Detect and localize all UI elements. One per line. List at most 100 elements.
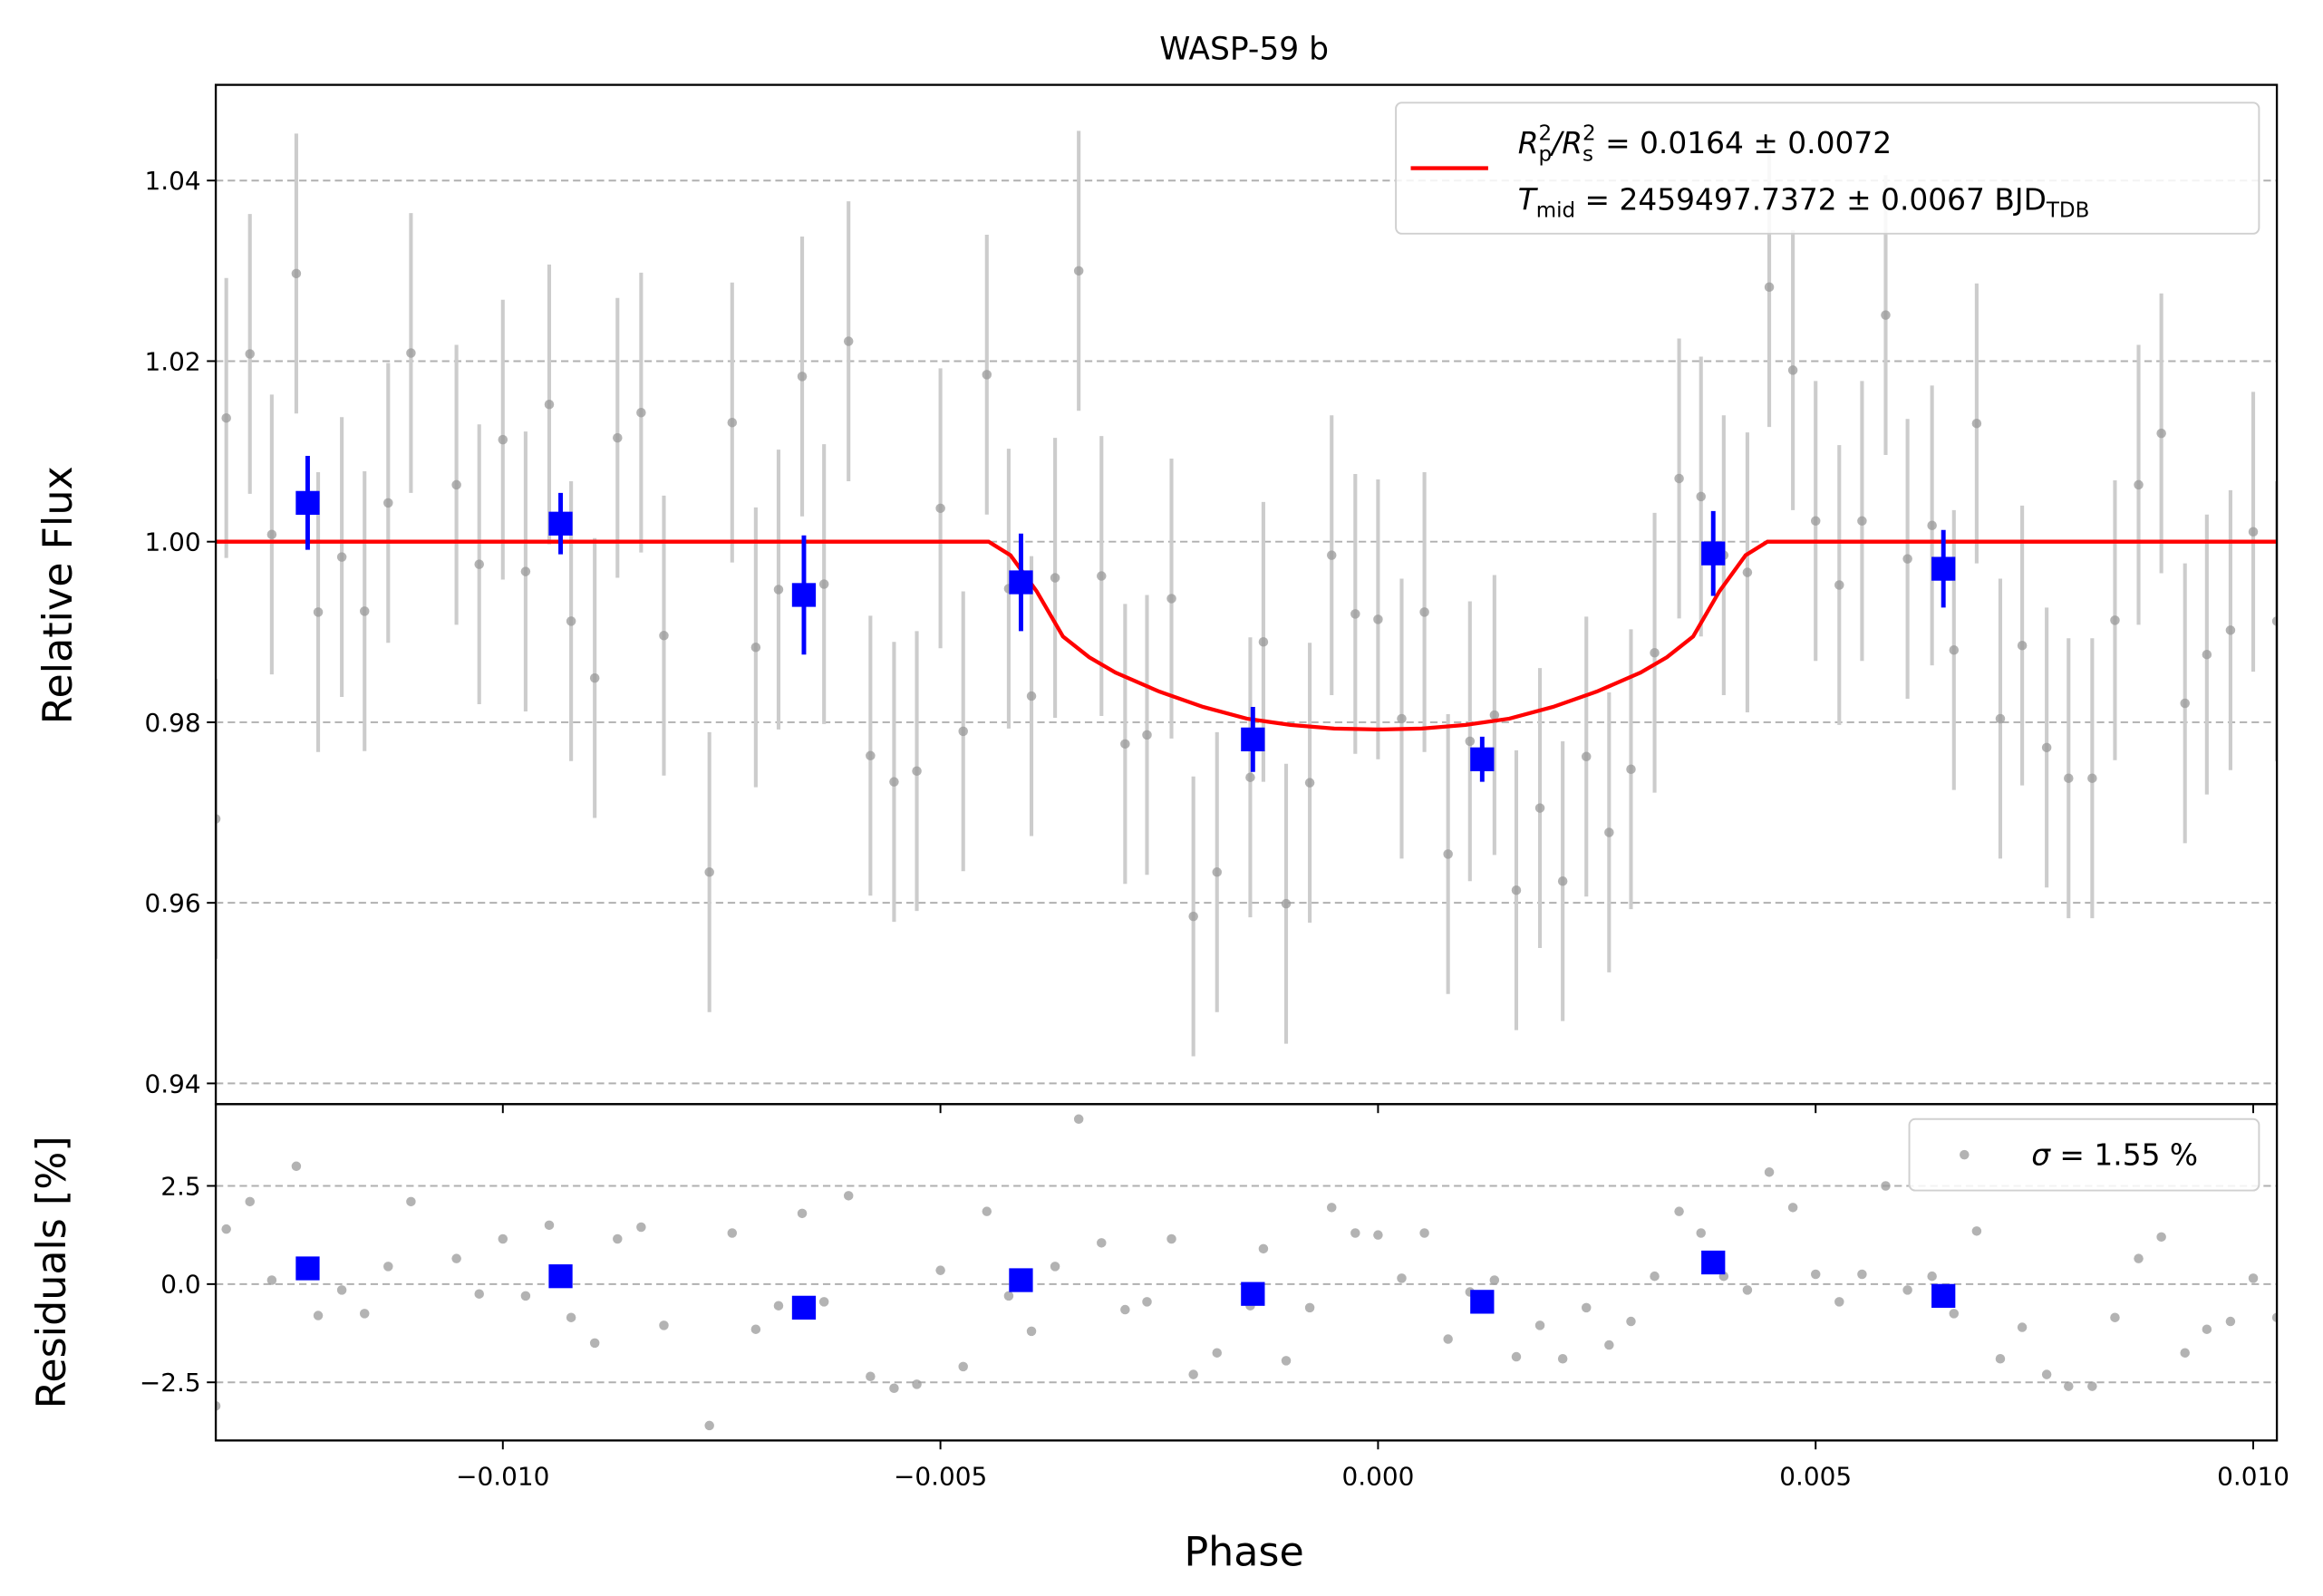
data-point [291,268,302,279]
data-point [982,370,992,380]
data-point [313,607,324,617]
binned-point [791,1295,817,1320]
data-point [1534,803,1545,813]
residual-point [1443,1334,1453,1344]
residual-point [2271,1312,2278,1322]
residual-point [1557,1353,1568,1364]
residual-point [1350,1228,1360,1238]
binned-point [1931,1283,1956,1308]
binned-point [548,511,573,536]
data-point [797,372,808,382]
residual-point [1581,1302,1592,1313]
plot-area [216,131,2278,1085]
data-point [1881,310,1891,320]
data-point [773,585,784,595]
residual-point [1742,1285,1753,1295]
residual-point [1674,1206,1684,1216]
residual-point [2180,1348,2190,1358]
data-point [1073,266,1084,276]
residual-point [2202,1324,2212,1334]
data-point [1949,644,1960,655]
data-point [1810,516,1821,527]
data-point [912,766,922,776]
data-point [818,579,829,589]
residual-point [1419,1228,1429,1238]
residual-point [1696,1228,1706,1238]
data-point [935,503,945,514]
data-point [1764,282,1775,293]
residual-point [2225,1316,2236,1327]
data-point [383,498,393,508]
data-point [1742,567,1753,577]
residual-point [866,1371,876,1381]
residual-point [1787,1203,1798,1213]
data-point [866,750,876,761]
residual-point [889,1383,899,1393]
data-point [1026,691,1037,701]
residual-point [1073,1114,1084,1125]
y-tick-label: 2.5 [160,1171,200,1201]
residual-point [1212,1348,1222,1358]
data-point [1188,911,1198,922]
binned-point [1009,1268,1033,1292]
residual-point [1834,1297,1844,1307]
data-point [2041,742,2052,753]
residual-point [1764,1167,1775,1177]
data-point [2064,773,2074,783]
residual-point [1304,1302,1315,1313]
data-point [544,400,555,410]
data-point [1902,554,1912,564]
x-axis-label: Phase [1184,1529,1303,1575]
legend-label: σ [2031,1138,2051,1173]
residual-point [1881,1181,1891,1191]
residual-point [2110,1312,2120,1322]
residual-point [1650,1271,1660,1282]
data-point [727,417,738,428]
residual-point [406,1196,416,1207]
residual-point [589,1338,600,1349]
legend-label: p [1539,142,1553,166]
residual-point [773,1301,784,1311]
residual-point [1003,1291,1014,1301]
data-point [1465,736,1476,747]
residual-point [2017,1322,2028,1332]
data-point [1971,418,1982,429]
residual-point [2134,1253,2144,1263]
data-point [1304,778,1315,788]
data-point [1626,764,1636,774]
y-axis-label: Relative Flux [35,466,82,724]
data-point [2271,616,2278,626]
chart-title: WASP-59 b [1159,32,1329,68]
y-tick-label: 1.00 [145,527,201,557]
data-point [1489,710,1500,721]
residual-point [1534,1320,1545,1330]
residual-point [659,1320,669,1330]
residual-point [797,1208,808,1219]
residual-point [566,1312,576,1322]
residual-point [727,1228,738,1238]
residual-point [291,1161,302,1172]
x-tick-label: 0.000 [1341,1462,1414,1492]
data-point [958,726,968,737]
legend-label: R [1562,126,1583,160]
data-point [1050,573,1060,583]
binned-point [1009,570,1033,595]
residual-point [2041,1369,2052,1379]
data-point [221,412,231,423]
residual-point [912,1379,922,1389]
data-point [1857,516,1867,527]
residual-point [1511,1351,1522,1362]
data-point [520,566,531,576]
y-tick-label: 1.02 [145,346,201,376]
legend-label: = 1.55 % [2050,1138,2198,1173]
data-point [1511,885,1522,895]
legend-label: s [1583,142,1593,166]
data-point [359,606,370,616]
binned-point [1701,541,1726,566]
residual-point [520,1291,531,1301]
data-point [1581,751,1592,762]
data-point [2248,527,2259,537]
data-point [1326,550,1337,560]
data-point [406,348,416,358]
